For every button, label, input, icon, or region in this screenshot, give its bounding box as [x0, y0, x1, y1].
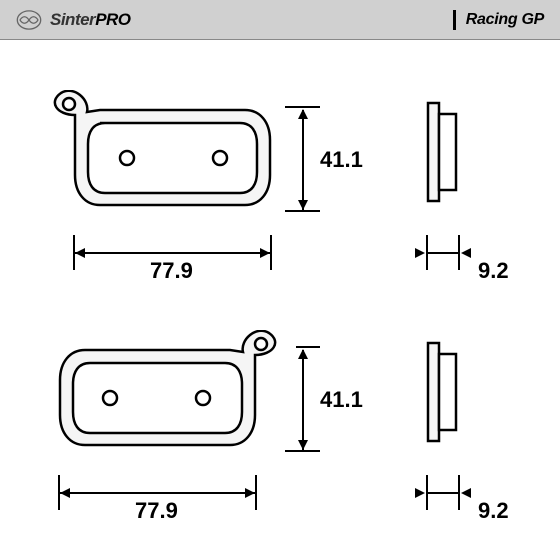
arrow-dn-top — [298, 200, 308, 210]
dim-ext-top1 — [285, 106, 320, 108]
header-bar: SinterPRO Racing GP — [0, 0, 560, 40]
diagram-content: 41.1 77.9 9.2 41.1 77.9 — [0, 40, 560, 560]
dim-ext-w2-bot — [255, 475, 257, 510]
dim-ext-t1-bot — [426, 475, 428, 510]
arrow-dn-bot — [298, 440, 308, 450]
arrow-r-top — [260, 248, 270, 258]
header-left: SinterPRO — [16, 7, 131, 33]
dim-ext-bot1 — [296, 346, 320, 348]
brand-name: SinterPRO — [50, 10, 131, 30]
dim-line-h-bot — [60, 492, 255, 494]
arrow-lt-bot — [415, 488, 425, 498]
brake-pad-top-side — [425, 100, 467, 210]
dim-ext-bot2 — [285, 450, 320, 452]
product-line: Racing GP — [453, 10, 544, 30]
dim-ext-top2 — [285, 210, 320, 212]
arrow-up-bot — [298, 349, 308, 359]
brake-pad-bottom-front — [45, 330, 285, 480]
arrow-rt-bot — [461, 488, 471, 498]
brand-logo-icon — [16, 7, 42, 33]
brand-bold: PRO — [95, 10, 130, 29]
dim-line-v-top — [302, 110, 304, 210]
dim-line-t-bot — [427, 492, 459, 494]
brand-light: Sinter — [50, 10, 95, 29]
arrow-rt-top — [461, 248, 471, 258]
dim-line-h-top — [75, 252, 270, 254]
dim-height-top: 41.1 — [320, 147, 363, 173]
dim-thick-top: 9.2 — [478, 258, 509, 284]
arrow-l-bot — [60, 488, 70, 498]
dim-ext-t2-bot — [458, 475, 460, 510]
dim-thick-bot: 9.2 — [478, 498, 509, 524]
dim-width-top: 77.9 — [150, 258, 193, 284]
brake-pad-bottom-side — [425, 340, 467, 450]
arrow-up-top — [298, 109, 308, 119]
dim-ext-t2-top — [458, 235, 460, 270]
dim-width-bot: 77.9 — [135, 498, 178, 524]
dim-line-v-bot — [302, 350, 304, 450]
dim-height-bot: 41.1 — [320, 387, 363, 413]
brake-pad-top-front — [45, 90, 285, 240]
arrow-l-top — [75, 248, 85, 258]
dim-ext-w2-top — [270, 235, 272, 270]
dim-line-t-top — [427, 252, 459, 254]
arrow-lt-top — [415, 248, 425, 258]
dim-ext-t1-top — [426, 235, 428, 270]
arrow-r-bot — [245, 488, 255, 498]
